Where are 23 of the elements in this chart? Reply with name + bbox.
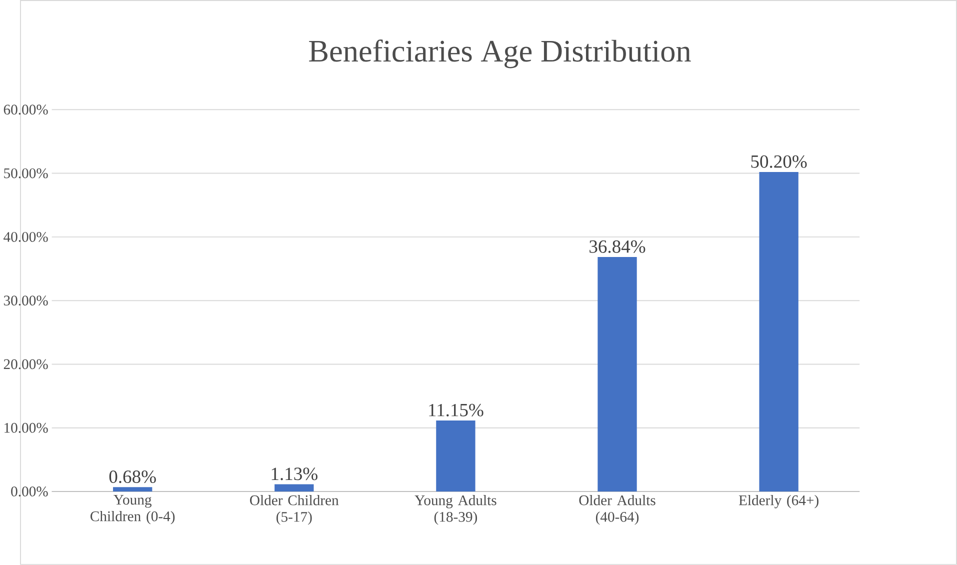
y-tick-label: 0.00%: [11, 486, 48, 497]
bar: [113, 487, 152, 492]
data-label: 36.84%: [590, 240, 646, 253]
y-tick-label: 40.00%: [4, 232, 48, 242]
bar: [759, 172, 798, 492]
x-tick-label: Older Children (5-17): [250, 494, 339, 525]
y-tick-label: 10.00%: [4, 422, 48, 433]
x-tick-label: Elderly (64+): [738, 494, 818, 508]
chart-title: Beneficiaries Age Distribution: [309, 40, 691, 68]
y-tick-label: 20.00%: [4, 359, 48, 370]
data-label: 1.13%: [272, 468, 318, 480]
y-tick-label: 60.00%: [4, 104, 48, 115]
bar: [598, 257, 637, 492]
data-label: 50.20%: [751, 155, 807, 168]
data-label: 0.68%: [109, 470, 156, 484]
y-tick-label: 30.00%: [4, 296, 48, 306]
x-tick-label: Young Children (0-4): [90, 494, 175, 524]
x-tick-label: Young Adults (18-39): [414, 494, 496, 525]
bar: [436, 420, 476, 492]
data-label: 11.15%: [429, 404, 484, 416]
y-tick-label: 50.00%: [4, 168, 48, 178]
bar: [274, 484, 314, 492]
x-tick-label: Older Adults (40-64): [579, 494, 656, 525]
